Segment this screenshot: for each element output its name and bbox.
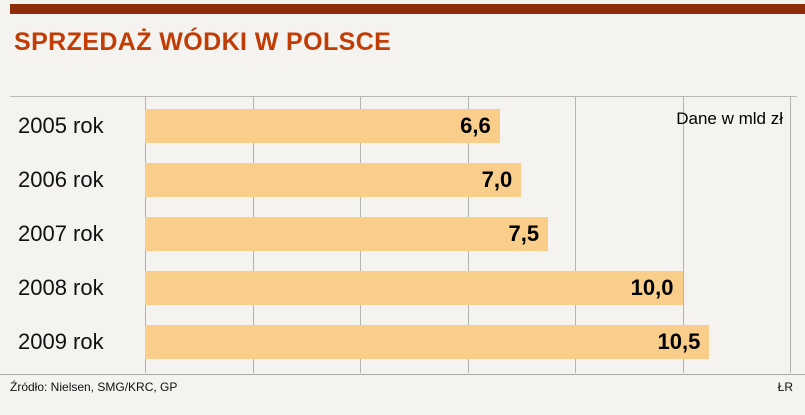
bar-row: 2008 rok 10,0 <box>0 261 805 315</box>
value-label: 7,0 <box>481 167 513 192</box>
footer-separator-line <box>0 374 805 375</box>
bar-rows: 2005 rok 6,6 2006 rok 7,0 2007 rok 7,5 2008 ro… <box>0 97 805 373</box>
footer: Źródło: Nielsen, SMG/KRC, GP ŁR <box>10 380 793 394</box>
gridline <box>682 97 684 373</box>
bar-track: 6,6 <box>145 109 790 143</box>
source-note: Źródło: Nielsen, SMG/KRC, GP <box>10 380 178 394</box>
bar: 7,5 <box>145 217 549 251</box>
year-label: 2006 rok <box>18 167 104 192</box>
bar-row: 2005 rok 6,6 <box>0 99 805 153</box>
bar-row: 2007 rok 7,5 <box>0 207 805 261</box>
bar-row: 2006 rok 7,0 <box>0 153 805 207</box>
year-label: 2009 rok <box>18 329 104 354</box>
header-accent-bar <box>10 4 805 14</box>
bar-row: 2009 rok 10,5 <box>0 315 805 369</box>
gridline <box>575 97 576 373</box>
year-label: 2005 rok <box>18 113 104 138</box>
value-label: 6,6 <box>460 113 491 138</box>
bar-track: 7,5 <box>145 217 790 251</box>
bar: 10,5 <box>145 325 710 359</box>
header-separator-line <box>10 96 797 97</box>
gridline <box>790 97 791 373</box>
bar-track: 10,0 <box>145 271 790 305</box>
bar-track: 7,0 <box>145 163 790 197</box>
bar-track: 10,5 <box>145 325 790 359</box>
bar: 7,0 <box>145 163 522 197</box>
bar: 6,6 <box>145 109 500 143</box>
year-label: 2007 rok <box>18 221 104 246</box>
page-title: SPRZEDAŻ WÓDKI W POLSCE <box>14 28 392 56</box>
value-label: 10,0 <box>630 275 674 300</box>
unit-note: Dane w mld zł <box>676 109 783 128</box>
bar: 10,0 <box>145 271 683 305</box>
value-label: 7,5 <box>508 221 540 246</box>
value-label: 10,5 <box>657 329 701 354</box>
year-label: 2008 rok <box>18 275 104 300</box>
bar-chart: Dane w mld zł 2005 rok 6,6 2006 rok 7,0 2007… <box>0 97 805 373</box>
credit-initials: ŁR <box>777 380 793 394</box>
